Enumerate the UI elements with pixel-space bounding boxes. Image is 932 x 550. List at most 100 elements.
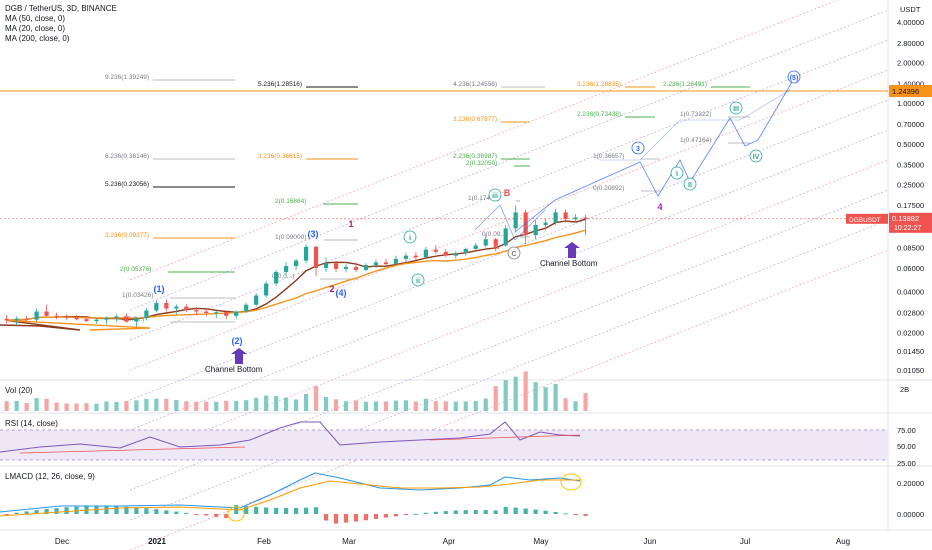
candle-body <box>264 283 269 296</box>
volume-bar <box>513 376 518 411</box>
indicator-ma50[interactable]: MA (50, close, 0) <box>5 14 66 23</box>
volume-bar <box>54 402 59 411</box>
macd-histogram-bar <box>363 514 369 521</box>
volume-bar <box>114 401 119 411</box>
candle-body <box>303 246 309 261</box>
symbol-title: DGB / TetherUS, 3D, BINANCE <box>5 4 117 13</box>
volume-bar <box>383 401 389 411</box>
volume-bar <box>4 401 9 411</box>
time-axis-label: Mar <box>342 537 356 546</box>
volume-bar <box>353 400 359 411</box>
rsi-trendline <box>429 434 581 441</box>
macd-histogram-bar <box>313 507 319 514</box>
macd-histogram-bar <box>74 506 79 514</box>
arrow-up-icon <box>564 242 580 258</box>
ticker-label: DGBUSDT <box>849 217 881 224</box>
highlight-circle <box>560 473 582 491</box>
candle-body <box>433 249 438 252</box>
time-axis: Dec 2021 Feb Mar Apr May Jun Jul Aug <box>55 537 850 546</box>
wave-label: C <box>511 251 516 258</box>
indicator-ma20[interactable]: MA (20, close, 0) <box>5 24 66 33</box>
macd-histogram-bar <box>144 508 149 514</box>
rsi-axis-label: 25.00 <box>897 459 916 468</box>
candle-body <box>164 302 169 309</box>
price-tick-label: 0.06000 <box>897 264 924 273</box>
candle-body <box>74 317 79 320</box>
fib-level-label: 2(0.32050) <box>466 160 497 167</box>
macd-histogram-bar <box>303 507 309 514</box>
candle-body <box>84 319 89 322</box>
price-tick-label: 0.01050 <box>897 366 924 375</box>
volume-bar <box>144 398 149 411</box>
macd-histogram-bar <box>383 514 389 518</box>
wave-label: (4) <box>336 288 347 298</box>
macd-histogram-bar <box>204 514 209 516</box>
fib-level-label: 5.236(1.28516) <box>258 81 302 88</box>
macd-histogram-bar <box>563 513 568 515</box>
volume-bar <box>34 398 39 411</box>
candle-body <box>383 262 389 265</box>
wave-path <box>474 204 546 241</box>
rsi-title[interactable]: RSI (14, close) <box>5 419 58 428</box>
candle-body <box>353 266 359 270</box>
volume-bar <box>124 400 129 411</box>
volume-title[interactable]: Vol (20) <box>5 386 33 395</box>
macd-histogram-bar <box>493 510 498 514</box>
wave-label: 4 <box>657 202 662 212</box>
price-tick-label: 2.00000 <box>897 59 924 68</box>
candle-body <box>244 304 249 312</box>
candle-body <box>194 310 199 312</box>
volume-bar <box>313 385 319 411</box>
signal-line <box>0 479 580 517</box>
candle-body <box>493 239 498 246</box>
volume-bar <box>84 403 89 411</box>
fib-level-label: 2.236(1.26491) <box>663 81 707 88</box>
volume-bar <box>164 398 169 411</box>
candle-body <box>373 262 379 266</box>
indicator-ma200[interactable]: MA (200, close, 0) <box>5 34 70 43</box>
macd-histogram-bar <box>513 507 518 514</box>
volume-axis-label: 2B <box>900 385 909 394</box>
candle-body <box>423 249 428 258</box>
macd-histogram-bar <box>194 514 199 515</box>
price-tick-label: 1.40000 <box>897 79 924 88</box>
macd-histogram-bar <box>443 511 448 514</box>
macd-histogram-bar <box>4 514 9 515</box>
volume-bar <box>214 401 219 411</box>
macd-histogram-bar <box>124 506 129 514</box>
candle-body <box>214 312 219 314</box>
candle-body <box>483 239 488 246</box>
channel-bottom-label: Channel Bottom <box>205 365 263 374</box>
macd-histogram-bar <box>523 508 528 514</box>
candle-body <box>533 224 538 236</box>
macd-histogram-bar <box>413 513 418 515</box>
candle-body <box>343 266 349 269</box>
fib-level-label: 1(0.17482) <box>468 195 499 202</box>
time-axis-label: May <box>533 537 548 546</box>
wave-count: (1)(2)(3)(4)(5)1234iiiiiiABCIIIIIIIVChan… <box>154 70 801 374</box>
rsi-axis-label: 50.00 <box>897 442 916 451</box>
volume-bar <box>463 401 468 411</box>
wave-label: (1) <box>154 284 165 294</box>
volume-bar <box>403 400 408 411</box>
candle-body <box>333 263 339 269</box>
lmacd-title[interactable]: LMACD (12, 26, close, 9) <box>5 472 95 481</box>
fib-level-label: 2.236(0.73438) <box>577 111 621 118</box>
volume-bar <box>104 401 109 411</box>
macd-histogram-bar <box>184 512 189 514</box>
candle-body <box>14 318 19 321</box>
channel-line <box>129 69 889 371</box>
channel-line <box>129 129 889 431</box>
lmacd-axis-label: 0.20000 <box>897 479 924 488</box>
macd-histogram-bar <box>114 506 119 514</box>
chart-grid <box>0 0 932 531</box>
macd-histogram-bar <box>244 506 249 514</box>
price-tick-label: 0.02800 <box>897 309 924 318</box>
candle-body <box>234 311 239 316</box>
target-price-label: 1.24396 <box>892 87 919 96</box>
volume-bar <box>583 393 588 411</box>
candle-body <box>134 318 139 322</box>
price-tick-label: 0.50000 <box>897 140 924 149</box>
fib-level-label: 1(0.47164) <box>680 137 711 144</box>
